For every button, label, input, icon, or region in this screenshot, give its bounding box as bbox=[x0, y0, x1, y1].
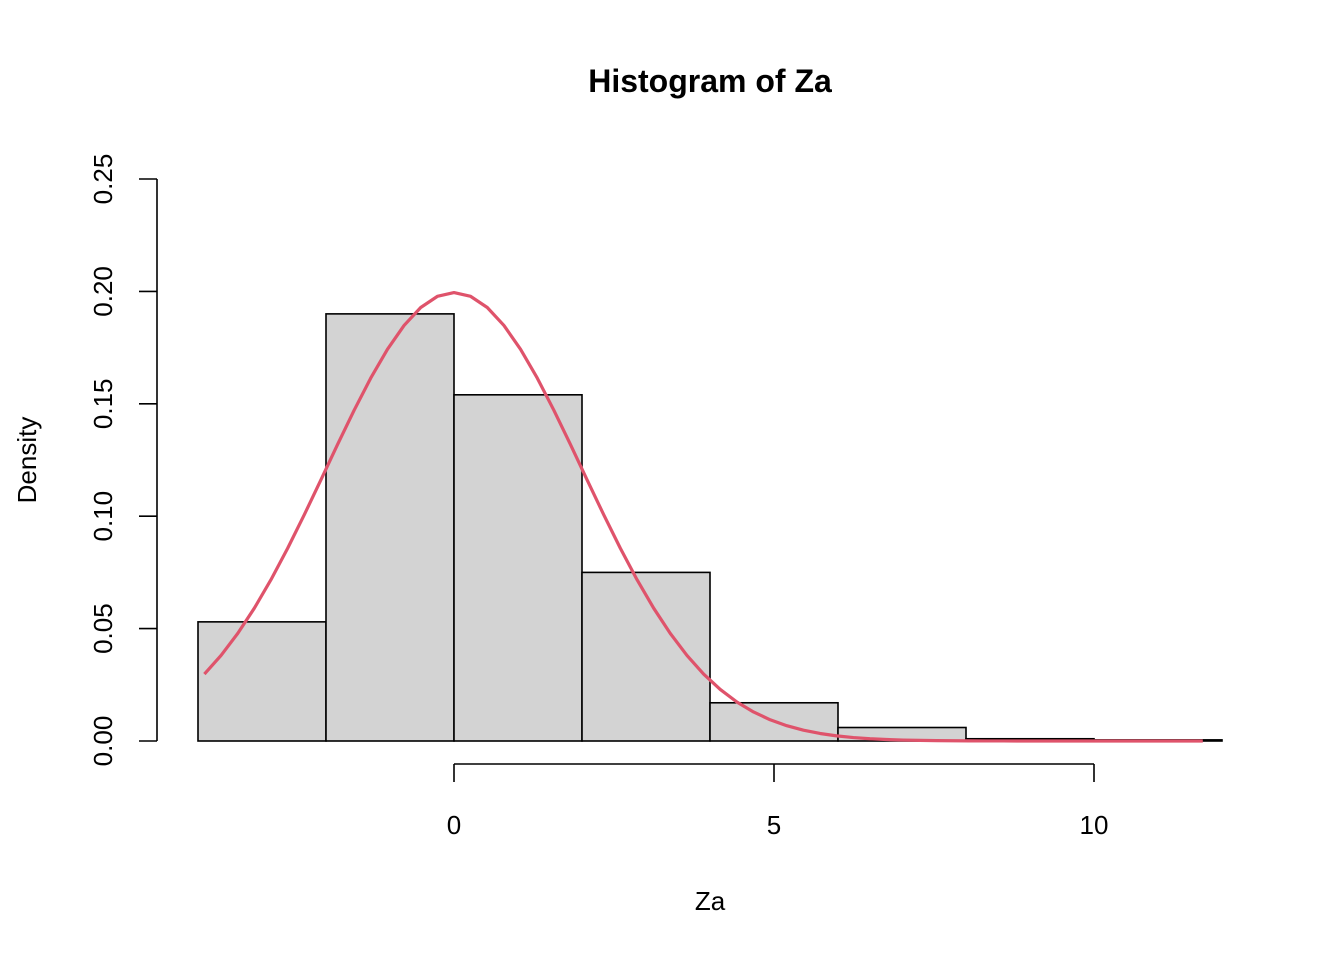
chart-title: Histogram of Za bbox=[588, 63, 832, 99]
histogram-bar-1 bbox=[197, 621, 327, 742]
y-tick-label: 0.25 bbox=[88, 154, 118, 205]
histogram-bar-2 bbox=[325, 313, 455, 742]
density-curve-line bbox=[203, 290, 1203, 743]
y-tick-label: 0.15 bbox=[88, 378, 118, 429]
y-axis: 0.00 0.05 0.10 0.15 0.20 0.25 bbox=[88, 154, 158, 767]
x-tick-label: 5 bbox=[767, 810, 781, 840]
x-axis: 0 5 10 bbox=[447, 763, 1109, 840]
y-axis-label: Density bbox=[12, 417, 42, 504]
y-tick-label: 0.05 bbox=[88, 603, 118, 654]
bars-group bbox=[197, 313, 1223, 742]
y-tick-label: 0.00 bbox=[88, 716, 118, 767]
x-axis-label: Za bbox=[695, 886, 726, 916]
density-curve-group bbox=[203, 290, 1203, 743]
y-tick-label: 0.10 bbox=[88, 491, 118, 542]
y-tick-label: 0.20 bbox=[88, 266, 118, 317]
x-tick-label: 0 bbox=[447, 810, 461, 840]
histogram-bar-3 bbox=[453, 394, 583, 742]
x-tick-label: 10 bbox=[1080, 810, 1109, 840]
